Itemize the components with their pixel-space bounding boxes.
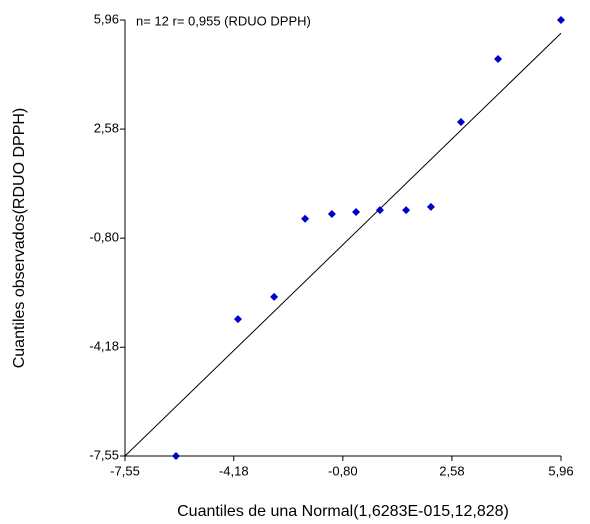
y-tick-label: -0,80 — [89, 230, 119, 245]
y-tick-label: -7,55 — [89, 447, 119, 462]
y-axis-label: Cuantiles observados(RDUO DPPH) — [11, 108, 28, 369]
x-tick-label: -4,18 — [219, 463, 249, 478]
point — [375, 206, 384, 215]
point — [456, 117, 465, 126]
point — [557, 16, 565, 24]
point — [233, 315, 242, 324]
point — [352, 208, 361, 217]
point — [327, 209, 336, 218]
point — [171, 452, 180, 460]
point — [402, 206, 411, 215]
x-tick-label: 2,58 — [439, 463, 464, 478]
point — [301, 214, 310, 223]
x-tick-label: -7,55 — [110, 463, 140, 478]
point — [270, 292, 279, 301]
point — [426, 202, 435, 211]
y-tick-label: -4,18 — [89, 339, 119, 354]
y-tick-label: 2,58 — [94, 121, 119, 136]
annotation: n= 12 r= 0,955 (RDUO DPPH) — [136, 13, 311, 28]
y-tick-label: 5,96 — [94, 11, 119, 26]
reference-line — [124, 32, 562, 457]
point — [494, 55, 503, 64]
x-tick-label: 5,96 — [548, 463, 573, 478]
x-tick-label: -0,80 — [328, 463, 358, 478]
x-axis-label: Cuantiles de una Normal(1,6283E-015,12,8… — [177, 503, 509, 520]
